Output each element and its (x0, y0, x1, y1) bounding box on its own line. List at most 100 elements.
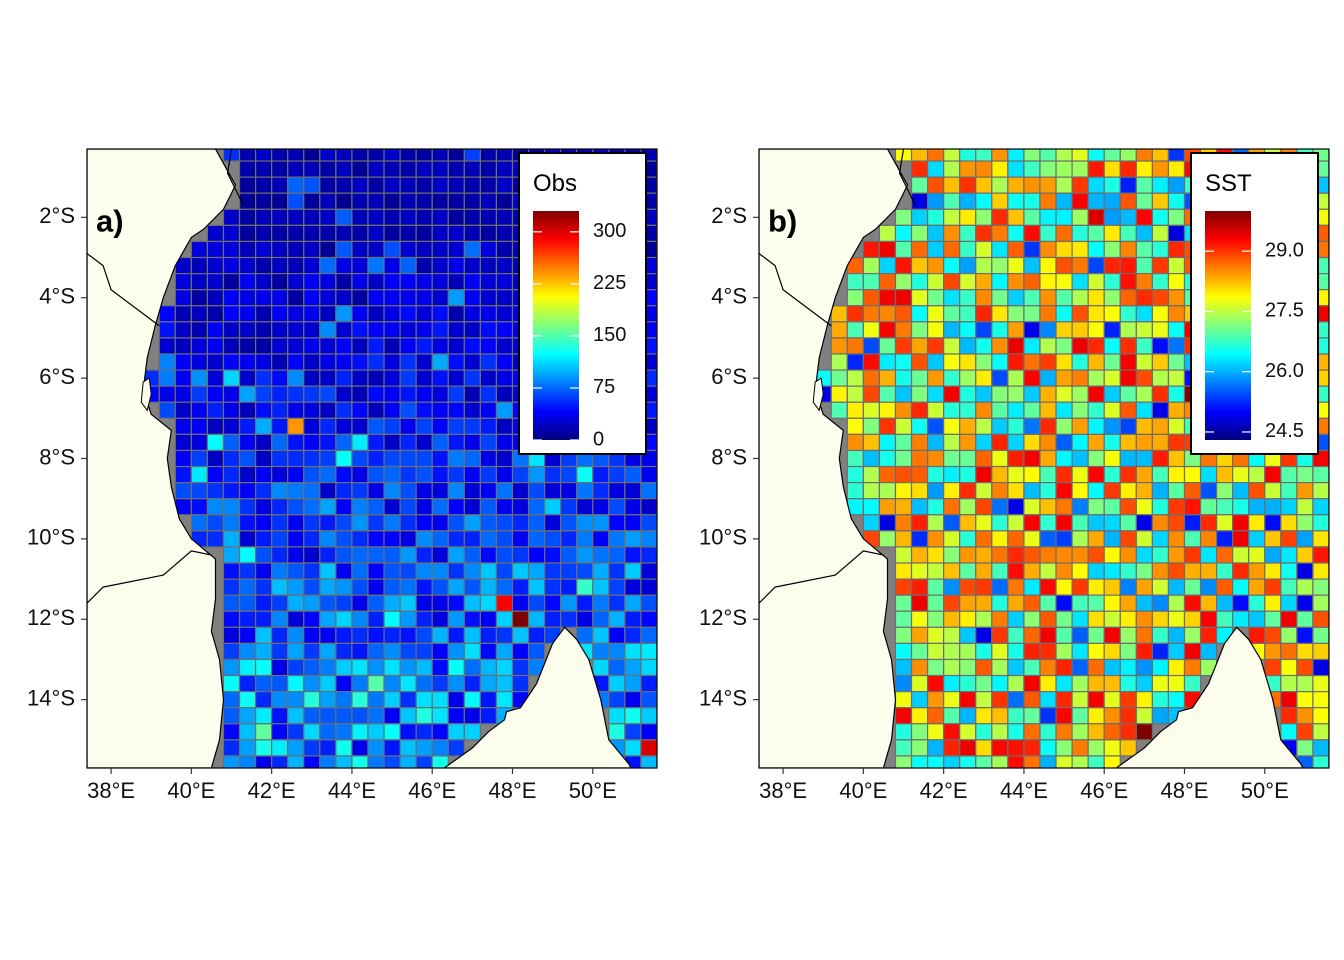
grid-cell (656, 192, 657, 210)
land-mainland (87, 149, 237, 768)
grid-cell (335, 578, 353, 596)
grid-cell (222, 417, 241, 435)
grid-cell (303, 562, 321, 580)
grid-cell (1087, 642, 1105, 661)
grid-cell (1199, 594, 1218, 612)
grid-cell (1135, 273, 1153, 291)
grid-cell (1071, 658, 1089, 677)
grid-cell (1103, 530, 1121, 548)
grid-cell (158, 369, 176, 387)
grid-cell (495, 224, 514, 243)
grid-cell (1039, 208, 1057, 226)
grid-cell (1135, 256, 1153, 275)
grid-cell (991, 160, 1009, 178)
grid-cell (1039, 449, 1057, 468)
grid-cell (975, 305, 993, 323)
grid-cell (206, 240, 225, 259)
grid-cell (1151, 160, 1170, 178)
grid-cell (1071, 256, 1089, 275)
grid-cell (910, 289, 929, 307)
grid-cell (976, 772, 992, 788)
grid-cell (1103, 192, 1121, 210)
grid-cell (991, 224, 1009, 243)
grid-cell (222, 642, 241, 661)
grid-cell (991, 149, 1009, 162)
grid-cell (1039, 353, 1057, 371)
grid-cell (238, 658, 257, 677)
grid-cell (319, 626, 337, 644)
grid-cell (303, 626, 321, 644)
grid-cell (1103, 498, 1121, 516)
grid-cell (656, 385, 657, 403)
grid-cell (254, 594, 273, 612)
grid-cell (335, 498, 353, 516)
grid-cell (383, 642, 401, 661)
grid-cell (1039, 176, 1057, 194)
grid-cell (846, 385, 864, 403)
grid-cell (608, 514, 626, 532)
grid-cell (271, 562, 289, 580)
grid-cell (335, 224, 353, 243)
grid-cell (399, 562, 417, 580)
grid-cell (1103, 417, 1121, 435)
grid-cell (1328, 658, 1329, 677)
grid-cell (367, 642, 385, 661)
grid-cell (910, 514, 929, 532)
legend-tick-label: 29.0 (1265, 239, 1304, 261)
grid-cell (975, 369, 993, 387)
grid-cell (1087, 707, 1105, 725)
grid-cell (894, 417, 913, 435)
grid-cell (959, 465, 977, 484)
grid-cell (287, 417, 305, 435)
grid-cell (431, 160, 449, 178)
grid-cell (1039, 642, 1057, 661)
grid-cell (399, 433, 417, 452)
grid-cell (303, 594, 321, 612)
grid-cell (287, 514, 305, 532)
grid-cell (1119, 433, 1137, 452)
grid-cell (319, 610, 337, 628)
grid-cell (238, 465, 257, 484)
grid-cell (367, 514, 385, 532)
grid-cell (560, 465, 578, 484)
grid-cell (1055, 530, 1073, 548)
grid-cell (1039, 321, 1057, 339)
grid-cell (624, 674, 642, 693)
grid-cell (959, 642, 977, 661)
grid-cell (479, 578, 498, 596)
grid-cell (287, 626, 305, 644)
grid-cell (383, 192, 401, 210)
grid-cell (1135, 723, 1153, 741)
grid-cell (926, 514, 945, 532)
grid-cell (894, 385, 913, 403)
grid-cell (511, 674, 530, 693)
grid-cell (431, 449, 449, 468)
grid-cell (862, 514, 881, 532)
grid-cell (303, 546, 321, 564)
grid-cell (991, 401, 1009, 419)
grid-cell (943, 658, 961, 677)
grid-cell (463, 192, 481, 210)
grid-cell (271, 578, 289, 596)
grid-cell (383, 658, 401, 677)
grid-cell (1007, 530, 1025, 548)
grid-cell (1119, 224, 1137, 243)
grid-cell (1055, 739, 1073, 757)
grid-cell (1039, 691, 1057, 709)
grid-cell (959, 482, 977, 500)
grid-cell (304, 772, 320, 788)
grid-cell (1167, 658, 1186, 677)
grid-cell (495, 449, 514, 468)
grid-cell (479, 530, 498, 548)
grid-cell (862, 482, 881, 500)
grid-cell (287, 289, 305, 307)
grid-cell (479, 449, 498, 468)
grid-cell (926, 498, 945, 516)
grid-cell (991, 465, 1009, 484)
grid-cell (1103, 401, 1121, 419)
grid-cell (975, 401, 993, 419)
grid-cell (431, 530, 449, 548)
grid-cell (351, 385, 369, 403)
grid-cell (592, 626, 610, 644)
grid-cell (1296, 723, 1314, 741)
